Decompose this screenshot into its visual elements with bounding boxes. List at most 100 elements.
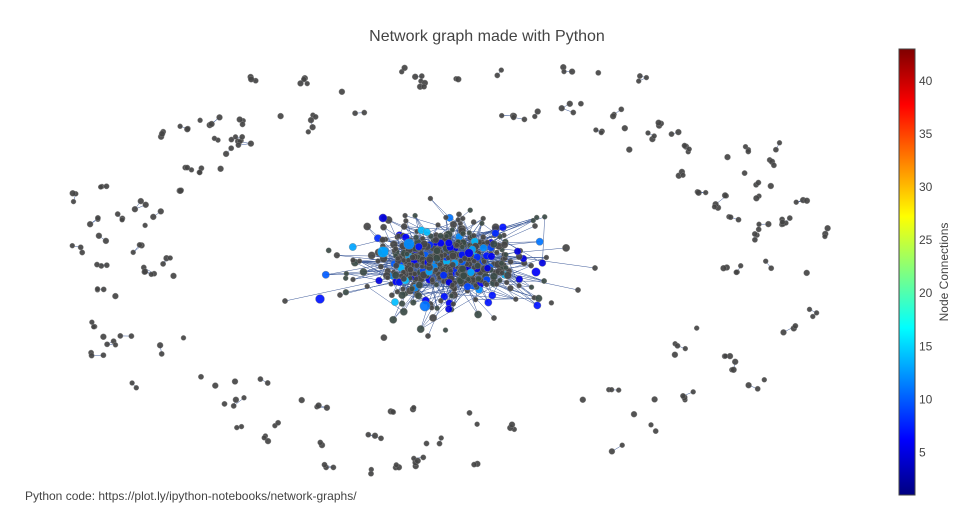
network-node[interactable]: [104, 341, 111, 348]
network-node[interactable]: [487, 252, 496, 261]
network-node[interactable]: [433, 267, 439, 273]
network-node[interactable]: [531, 267, 541, 277]
network-node[interactable]: [348, 243, 357, 251]
network-node[interactable]: [533, 301, 542, 310]
network-node[interactable]: [755, 179, 762, 186]
network-node[interactable]: [765, 220, 772, 228]
network-node[interactable]: [773, 146, 779, 153]
network-node[interactable]: [411, 404, 417, 411]
network-node[interactable]: [298, 396, 305, 404]
network-node[interactable]: [472, 282, 479, 289]
network-node[interactable]: [364, 283, 370, 290]
network-node[interactable]: [398, 300, 406, 307]
network-node[interactable]: [359, 268, 368, 276]
network-node[interactable]: [786, 215, 793, 222]
network-node[interactable]: [131, 205, 139, 213]
network-node[interactable]: [756, 221, 762, 228]
network-node[interactable]: [399, 307, 408, 316]
network-node[interactable]: [471, 461, 477, 468]
network-node[interactable]: [475, 275, 482, 283]
network-node[interactable]: [515, 275, 523, 283]
network-node[interactable]: [403, 218, 409, 224]
network-node[interactable]: [414, 457, 421, 464]
network-node[interactable]: [264, 380, 271, 386]
network-node[interactable]: [90, 324, 97, 330]
network-node[interactable]: [494, 249, 500, 256]
network-node[interactable]: [460, 215, 466, 222]
network-node[interactable]: [609, 112, 617, 120]
network-node[interactable]: [217, 165, 224, 173]
network-node[interactable]: [530, 217, 536, 224]
network-node[interactable]: [735, 216, 742, 223]
network-node[interactable]: [489, 240, 498, 249]
network-node[interactable]: [443, 233, 450, 239]
network-node[interactable]: [499, 112, 505, 119]
network-node[interactable]: [608, 448, 616, 455]
network-node[interactable]: [570, 109, 577, 116]
network-node[interactable]: [137, 197, 145, 205]
network-node[interactable]: [792, 322, 799, 329]
network-node[interactable]: [645, 130, 651, 136]
network-node[interactable]: [695, 189, 702, 196]
network-node[interactable]: [407, 266, 414, 273]
network-node[interactable]: [239, 133, 246, 140]
network-node[interactable]: [680, 392, 686, 399]
network-node[interactable]: [321, 270, 330, 279]
network-node[interactable]: [448, 293, 455, 299]
network-node[interactable]: [402, 212, 408, 219]
network-node[interactable]: [363, 222, 372, 231]
network-node[interactable]: [371, 432, 379, 439]
network-node[interactable]: [343, 275, 349, 281]
network-node[interactable]: [419, 300, 431, 312]
network-node[interactable]: [330, 464, 337, 471]
network-node[interactable]: [655, 119, 662, 126]
network-node[interactable]: [429, 277, 435, 283]
network-node[interactable]: [671, 351, 679, 358]
network-node[interactable]: [558, 104, 565, 112]
network-node[interactable]: [300, 76, 307, 83]
network-node[interactable]: [222, 150, 230, 158]
network-node[interactable]: [156, 342, 164, 349]
network-node[interactable]: [184, 164, 191, 171]
network-node[interactable]: [317, 439, 324, 446]
network-node[interactable]: [608, 387, 615, 393]
network-node[interactable]: [474, 262, 481, 270]
network-node[interactable]: [711, 204, 718, 210]
network-node[interactable]: [444, 239, 453, 247]
network-node[interactable]: [412, 271, 418, 277]
network-node[interactable]: [239, 121, 246, 128]
network-node[interactable]: [393, 462, 399, 468]
network-node[interactable]: [321, 461, 328, 468]
network-node[interactable]: [432, 254, 441, 263]
network-node[interactable]: [257, 376, 264, 382]
network-node[interactable]: [500, 241, 509, 249]
network-node[interactable]: [356, 258, 363, 264]
network-node[interactable]: [133, 385, 140, 391]
network-node[interactable]: [228, 145, 235, 152]
network-node[interactable]: [753, 195, 760, 202]
network-node[interactable]: [566, 100, 573, 108]
network-node[interactable]: [196, 169, 203, 176]
network-node[interactable]: [503, 271, 512, 280]
network-node[interactable]: [535, 237, 544, 246]
network-node[interactable]: [420, 454, 427, 461]
network-node[interactable]: [579, 396, 586, 403]
network-node[interactable]: [282, 298, 288, 304]
network-node[interactable]: [212, 382, 219, 389]
network-node[interactable]: [752, 236, 758, 243]
network-node[interactable]: [69, 190, 76, 197]
network-node[interactable]: [467, 207, 473, 213]
network-node[interactable]: [157, 208, 165, 215]
network-node[interactable]: [745, 382, 752, 389]
network-node[interactable]: [437, 261, 443, 268]
network-node[interactable]: [471, 258, 477, 264]
network-node[interactable]: [221, 400, 228, 407]
network-node[interactable]: [400, 223, 408, 230]
network-node[interactable]: [643, 74, 650, 81]
network-node[interactable]: [136, 241, 143, 248]
network-node[interactable]: [686, 146, 692, 152]
network-node[interactable]: [741, 170, 748, 177]
network-node[interactable]: [384, 274, 391, 281]
network-node[interactable]: [534, 214, 540, 221]
network-node[interactable]: [532, 223, 538, 229]
